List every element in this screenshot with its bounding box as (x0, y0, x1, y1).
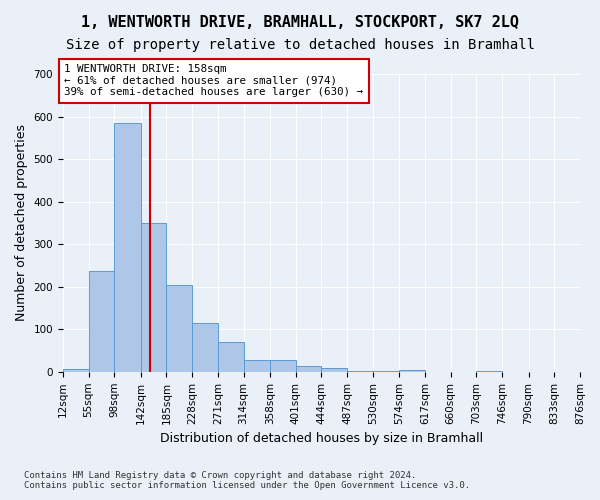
Bar (270, 360, 296, 372)
Bar (115, 123, 141, 372)
Bar (399, 370, 425, 372)
X-axis label: Distribution of detached houses by size in Bramhall: Distribution of detached houses by size … (160, 432, 483, 445)
Text: Size of property relative to detached houses in Bramhall: Size of property relative to detached ho… (65, 38, 535, 52)
Bar (63, 370, 89, 372)
Bar (347, 370, 373, 372)
Bar (192, 323, 218, 372)
Text: 1, WENTWORTH DRIVE, BRAMHALL, STOCKPORT, SK7 2LQ: 1, WENTWORTH DRIVE, BRAMHALL, STOCKPORT,… (81, 15, 519, 30)
Bar (296, 366, 322, 372)
Text: 1 WENTWORTH DRIVE: 158sqm
← 61% of detached houses are smaller (974)
39% of semi: 1 WENTWORTH DRIVE: 158sqm ← 61% of detac… (64, 64, 363, 98)
Bar (322, 368, 347, 372)
Bar (141, 223, 166, 372)
Bar (166, 284, 192, 372)
Bar (244, 360, 270, 372)
Bar (218, 342, 244, 372)
Bar (89, 270, 115, 372)
Text: Contains HM Land Registry data © Crown copyright and database right 2024.
Contai: Contains HM Land Registry data © Crown c… (24, 470, 470, 490)
Y-axis label: Number of detached properties: Number of detached properties (15, 124, 28, 322)
